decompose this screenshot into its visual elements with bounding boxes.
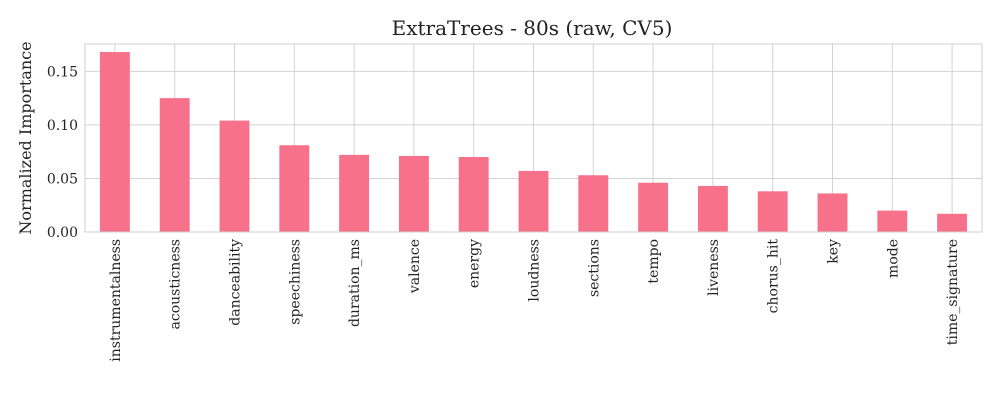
x-tick-label: chorus_hit [766, 239, 782, 314]
bar-valence [398, 155, 429, 232]
x-tick-label: instrumentalness [108, 239, 124, 362]
x-axis-ticks: instrumentalness acousticness danceability… [108, 239, 961, 362]
bar-danceability [219, 120, 250, 232]
x-tick-label: acousticness [168, 239, 184, 329]
bar-loudness [518, 170, 549, 232]
x-tick-label: liveness [706, 239, 722, 296]
x-tick-label: sections [586, 239, 602, 297]
bar-tempo [638, 182, 669, 232]
bar-key [817, 193, 848, 232]
bar-sections [578, 175, 609, 232]
x-tick-label: energy [467, 239, 483, 288]
bar-chorus_hit [757, 191, 788, 232]
x-tick-label: mode [885, 239, 901, 278]
bar-energy [458, 157, 489, 232]
x-tick-label: key [826, 239, 842, 264]
x-tick-label: duration_ms [347, 239, 363, 327]
y-tick-label: 0.10 [47, 118, 78, 134]
x-tick-label: time_signature [945, 239, 961, 345]
x-tick-label: loudness [527, 239, 543, 302]
plot-frame [84, 43, 983, 233]
x-tick-label: speechiness [287, 239, 303, 325]
bar-time_signature [937, 213, 968, 232]
chart-title: ExtraTrees - 80s (raw, CV5) [392, 16, 673, 40]
bar-duration_ms [339, 154, 370, 232]
y-axis-ticks: 0.00 0.05 0.10 0.15 [47, 64, 78, 241]
bar-speechiness [279, 145, 310, 232]
x-tick-label: tempo [646, 239, 662, 284]
bar-acousticness [159, 98, 190, 232]
y-tick-label: 0.05 [47, 171, 78, 187]
y-axis-label: Normalized Importance [16, 41, 35, 234]
bar-instrumentalness [99, 52, 130, 233]
bar-mode [877, 210, 908, 232]
y-tick-label: 0.15 [47, 64, 78, 80]
bar-liveness [697, 185, 728, 232]
x-tick-label: valence [407, 239, 423, 294]
x-tick-label: danceability [228, 239, 244, 326]
y-tick-label: 0.00 [47, 225, 78, 241]
bars [99, 52, 968, 233]
